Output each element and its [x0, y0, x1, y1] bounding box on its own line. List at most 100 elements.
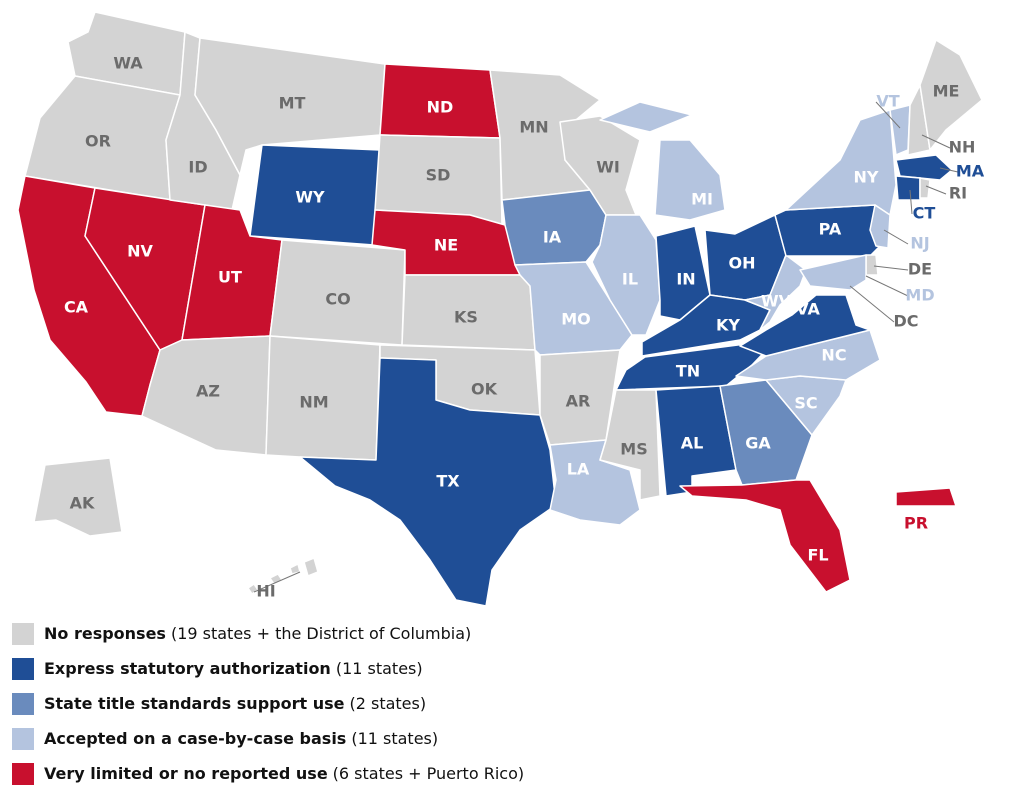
legend-swatch [12, 623, 34, 645]
state-label: IL [622, 270, 638, 289]
state-shape [739, 294, 871, 357]
state-label: AK [70, 494, 95, 513]
state-shape [919, 39, 983, 151]
leader-line [865, 275, 909, 297]
legend-entry: Accepted on a case-by-case basis (11 stat… [44, 729, 438, 748]
state-shape [744, 254, 807, 331]
state-label: FL [807, 546, 828, 565]
state-label: MT [279, 94, 306, 113]
state-label: SD [426, 166, 451, 185]
state-label: SC [794, 394, 817, 413]
state-shape [303, 557, 319, 577]
state-label: MI [691, 190, 713, 209]
state-shape [799, 254, 867, 291]
state-shape [785, 109, 897, 216]
leader-line [253, 571, 301, 593]
state-label: UT [218, 268, 242, 287]
legend-detail: (19 states + the District of Columbia) [171, 624, 471, 643]
legend-label: State title standards support use [44, 694, 345, 713]
state-labels: WA OR CA NV ID MT WY UT AZ CO NM ND SD NE KS OK TX MN IA MO… [64, 54, 985, 601]
state-shape [299, 357, 557, 607]
state-label: NC [821, 346, 846, 365]
state-label: NJ [910, 234, 929, 253]
leader-line [921, 134, 951, 149]
state-label: AL [681, 434, 704, 453]
legend-label: Accepted on a case-by-case basis [44, 729, 346, 748]
state-label: TX [436, 472, 460, 491]
state-shape [869, 204, 891, 249]
legend-label: Express statutory authorization [44, 659, 331, 678]
state-label: AR [566, 392, 591, 411]
state-label: DC [893, 312, 918, 331]
state-shape [895, 487, 957, 507]
state-shape [679, 479, 851, 593]
legend-swatch [12, 728, 34, 750]
state-label: OR [85, 132, 111, 151]
state-label: NV [127, 242, 153, 261]
state-label: CT [913, 204, 936, 223]
leader-lines [253, 101, 959, 593]
state-label: TN [676, 362, 700, 381]
leader-line [909, 189, 913, 215]
state-label: NM [299, 393, 328, 412]
state-shape [895, 154, 953, 181]
legend-label: No responses [44, 624, 166, 643]
state-label: NE [434, 236, 458, 255]
state-label: OH [729, 254, 756, 273]
legend-entry: State title standards support use (2 stat… [44, 694, 426, 713]
state-label: HI [256, 582, 275, 601]
legend: No responses (19 states + the District of… [12, 623, 524, 785]
state-shape [865, 254, 879, 276]
state-label: IA [543, 228, 562, 247]
state-label: CA [64, 298, 89, 317]
state-label: AZ [196, 382, 220, 401]
state-label: DE [908, 260, 932, 279]
state-label: MN [519, 118, 548, 137]
state-label: MD [905, 286, 934, 305]
legend-entry: Very limited or no reported use (6 states… [44, 764, 524, 783]
state-shapes [17, 11, 983, 607]
state-label: IN [676, 270, 695, 289]
legend-detail: (11 states) [351, 729, 438, 748]
legend-entry: Express statutory authorization (11 state… [44, 659, 423, 678]
leader-line [875, 101, 901, 129]
state-label: NH [949, 138, 976, 157]
state-label: MS [620, 440, 647, 459]
state-shape [599, 389, 661, 501]
state-shape [919, 177, 931, 199]
state-label: MA [956, 162, 985, 181]
state-label: PR [904, 514, 928, 533]
leader-line [873, 265, 909, 271]
state-shape [33, 457, 123, 537]
state-shape [591, 214, 661, 336]
state-shape [654, 139, 726, 221]
legend-entry: No responses (19 states + the District of… [44, 624, 471, 643]
state-label: RI [949, 184, 967, 203]
state-label: VA [796, 300, 820, 319]
state-label: GA [745, 434, 771, 453]
state-label: WY [295, 188, 325, 207]
state-label: LA [567, 460, 590, 479]
state-label: ND [427, 98, 454, 117]
state-label: ME [933, 82, 960, 101]
state-label: WA [113, 54, 143, 73]
leader-line [849, 285, 895, 323]
legend-swatch [12, 658, 34, 680]
state-shape [895, 175, 921, 201]
state-shape [599, 101, 693, 133]
state-label: CO [325, 290, 350, 309]
leader-line [925, 185, 947, 195]
legend-detail: (2 states) [349, 694, 426, 713]
state-label: VT [876, 92, 899, 111]
state-label: KS [454, 308, 478, 327]
state-label: OK [471, 380, 498, 399]
state-label: PA [819, 220, 842, 239]
state-label: NY [854, 168, 879, 187]
state-label: MO [561, 310, 591, 329]
legend-swatch [12, 693, 34, 715]
state-label: ID [188, 158, 207, 177]
legend-detail: (11 states) [336, 659, 423, 678]
legend-swatch [12, 763, 34, 785]
